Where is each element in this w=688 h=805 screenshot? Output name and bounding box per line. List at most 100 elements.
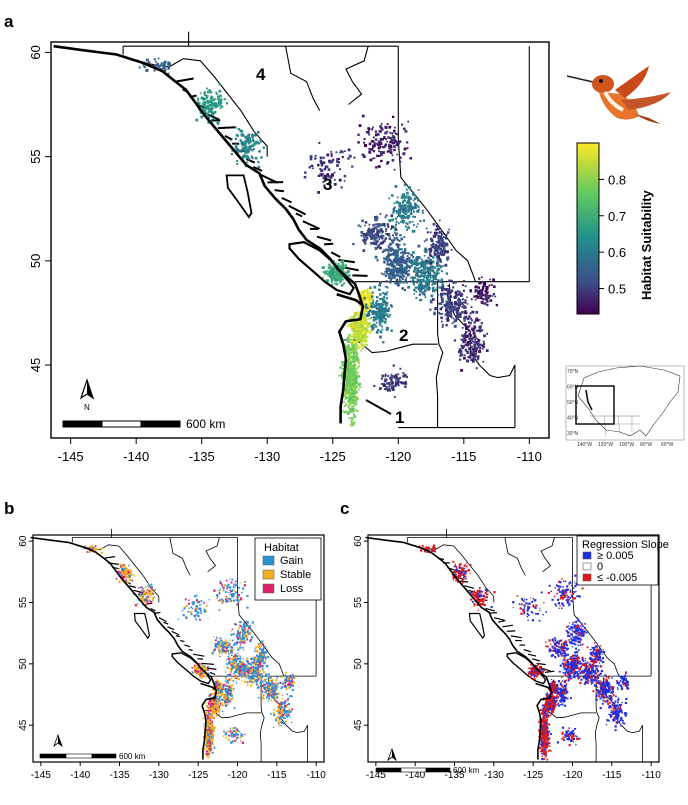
raster-cell bbox=[374, 234, 377, 237]
raster-cell bbox=[414, 260, 418, 264]
raster-cell bbox=[462, 339, 465, 343]
raster-cell bbox=[450, 289, 454, 293]
raster-cell bbox=[453, 296, 456, 299]
raster-cell bbox=[439, 249, 443, 253]
raster-cell bbox=[322, 181, 325, 184]
raster-cell bbox=[429, 251, 432, 254]
raster-cell bbox=[420, 262, 423, 266]
raster-cell bbox=[404, 225, 407, 228]
raster-cell bbox=[437, 240, 441, 243]
raster-cell bbox=[473, 325, 476, 328]
raster-cell bbox=[396, 381, 400, 384]
raster-cell bbox=[215, 91, 217, 94]
raster-cell bbox=[351, 379, 354, 382]
raster-cell bbox=[469, 312, 472, 315]
raster-cell bbox=[273, 708, 275, 711]
raster-cell bbox=[277, 705, 280, 708]
raster-cell bbox=[339, 277, 342, 280]
raster-cell bbox=[364, 337, 368, 340]
raster-cell bbox=[409, 261, 413, 264]
raster-cell bbox=[445, 304, 448, 306]
raster-cell bbox=[445, 308, 448, 312]
raster-cell bbox=[210, 738, 212, 741]
raster-cell bbox=[412, 256, 415, 259]
fjord-inlet bbox=[167, 626, 175, 631]
raster-cell bbox=[446, 295, 450, 299]
raster-cell bbox=[402, 270, 406, 273]
raster-cell bbox=[249, 681, 251, 683]
raster-cell bbox=[437, 245, 441, 248]
raster-cell bbox=[247, 627, 250, 630]
inset-lon-label: 120°W bbox=[598, 442, 613, 448]
raster-cell bbox=[212, 688, 215, 691]
raster-cell bbox=[168, 65, 171, 68]
raster-cell bbox=[364, 321, 367, 324]
raster-cell bbox=[247, 139, 250, 142]
raster-cell bbox=[202, 107, 205, 110]
raster-cell bbox=[350, 341, 354, 345]
raster-cell bbox=[394, 384, 397, 387]
raster-cell bbox=[369, 286, 372, 290]
raster-cell bbox=[205, 725, 208, 728]
fjord-inlet bbox=[162, 621, 169, 625]
raster-cell bbox=[475, 347, 478, 350]
raster-cell bbox=[388, 219, 392, 222]
raster-cell bbox=[223, 98, 226, 101]
raster-cell bbox=[220, 690, 223, 693]
raster-cell bbox=[368, 235, 371, 238]
raster-cell bbox=[475, 367, 478, 370]
raster-cell bbox=[285, 714, 288, 717]
raster-cell bbox=[235, 677, 237, 680]
raster-cell bbox=[208, 733, 211, 735]
raster-cell bbox=[464, 301, 467, 304]
raster-cell bbox=[393, 129, 396, 133]
raster-cell bbox=[481, 276, 483, 279]
raster-cell bbox=[209, 749, 212, 752]
raster-cell bbox=[238, 672, 241, 675]
raster-cell bbox=[247, 142, 250, 145]
raster-cell bbox=[477, 350, 480, 353]
raster-cell bbox=[265, 683, 268, 685]
raster-cell bbox=[249, 666, 252, 670]
raster-cell bbox=[348, 397, 352, 401]
raster-cell bbox=[435, 234, 438, 236]
raster-cell bbox=[406, 273, 410, 277]
raster-cell bbox=[251, 674, 254, 677]
raster-cell bbox=[224, 684, 226, 686]
raster-cell bbox=[420, 299, 423, 301]
raster-cell bbox=[405, 222, 408, 225]
raster-cell bbox=[384, 131, 387, 135]
raster-cell bbox=[219, 687, 222, 690]
raster-cell bbox=[450, 248, 453, 251]
raster-cell bbox=[233, 659, 236, 662]
raster-cell bbox=[363, 338, 366, 341]
raster-cell bbox=[366, 323, 369, 327]
raster-cell bbox=[362, 323, 366, 326]
raster-cell bbox=[396, 267, 399, 271]
raster-cell bbox=[238, 655, 240, 657]
raster-cell bbox=[431, 245, 434, 249]
raster-cell bbox=[366, 290, 368, 293]
raster-cell bbox=[364, 235, 368, 238]
raster-cell bbox=[391, 225, 394, 229]
raster-cell bbox=[362, 290, 364, 292]
raster-cell bbox=[358, 339, 361, 342]
raster-cell bbox=[332, 277, 335, 280]
raster-cell bbox=[208, 738, 211, 741]
raster-cell bbox=[372, 144, 375, 147]
raster-cell bbox=[432, 289, 435, 293]
raster-cell bbox=[482, 340, 485, 343]
raster-cell bbox=[469, 289, 472, 292]
raster-cell bbox=[454, 291, 458, 295]
raster-cell bbox=[439, 312, 442, 315]
raster-cell bbox=[360, 318, 363, 321]
raster-cell bbox=[237, 128, 240, 131]
raster-cell bbox=[206, 742, 208, 745]
raster-cell bbox=[244, 634, 247, 637]
raster-cell bbox=[429, 258, 432, 262]
raster-cell bbox=[416, 209, 420, 213]
raster-cell bbox=[231, 658, 234, 661]
raster-cell bbox=[349, 335, 353, 339]
raster-cell bbox=[215, 704, 218, 707]
